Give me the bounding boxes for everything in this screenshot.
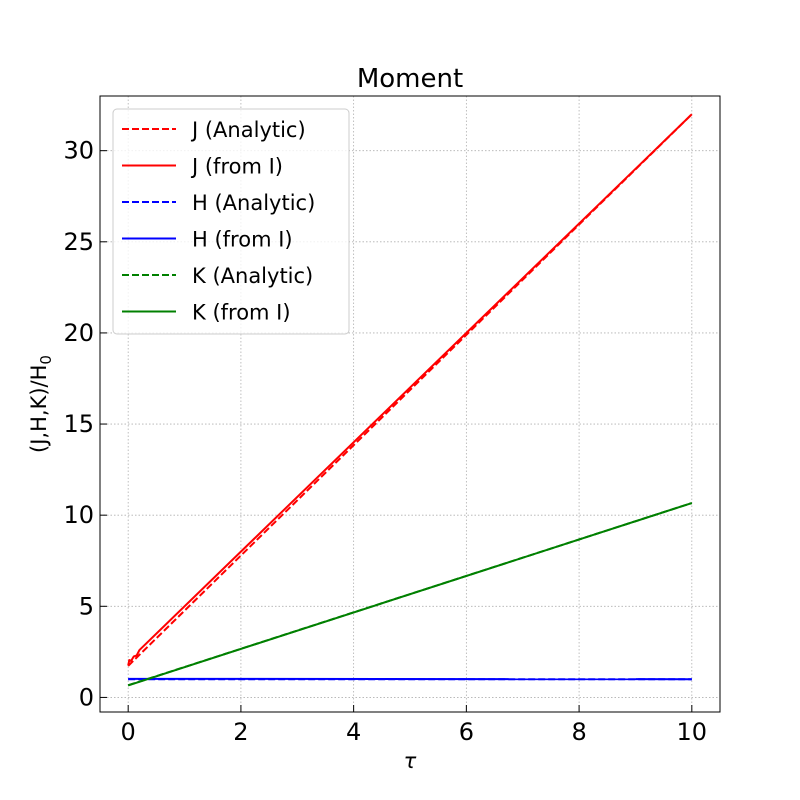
plot-lines: [127, 113, 693, 687]
y-tick-label: 0: [79, 683, 94, 711]
plot-frame: [99, 95, 721, 713]
series-line-5: [127, 502, 693, 687]
legend-label-5: K (from I): [192, 301, 291, 325]
y-tick-label: 30: [63, 137, 94, 165]
x-tick-label: 4: [346, 718, 361, 746]
axis-ticks: 0 2 4 6 8 10 0 5 10 15 20 25 30: [63, 137, 707, 746]
x-tick-label: 2: [233, 718, 248, 746]
legend-label-0: J (Analytic): [190, 118, 306, 142]
legend-label-1: J (from I): [190, 155, 283, 179]
chart-title: Moment: [357, 64, 463, 94]
x-tick-label: 6: [459, 718, 474, 746]
legend-label-3: H (from I): [192, 228, 293, 252]
y-tick-label: 10: [63, 501, 94, 529]
y-axis-label: (J,H,K)/H0: [27, 355, 55, 453]
legend-label-2: H (Analytic): [192, 191, 315, 215]
x-tick-label: 10: [677, 718, 708, 746]
y-tick-label: 25: [63, 228, 94, 256]
series-line-1: [127, 113, 693, 666]
y-axis-label-subscript: 0: [37, 355, 55, 365]
y-tick-label: 20: [63, 319, 94, 347]
x-axis-label: τ: [404, 749, 417, 773]
series-line-0: [127, 113, 693, 667]
x-tick-label: 0: [121, 718, 136, 746]
y-axis-label-main: (J,H,K)/H: [27, 365, 51, 453]
y-tick-label: 5: [79, 592, 94, 620]
legend-label-4: K (Analytic): [192, 264, 313, 288]
y-tick-label: 15: [63, 410, 94, 438]
legend: J (Analytic) J (from I) H (Analytic) H (fro…: [112, 108, 350, 335]
x-tick-label: 8: [571, 718, 586, 746]
